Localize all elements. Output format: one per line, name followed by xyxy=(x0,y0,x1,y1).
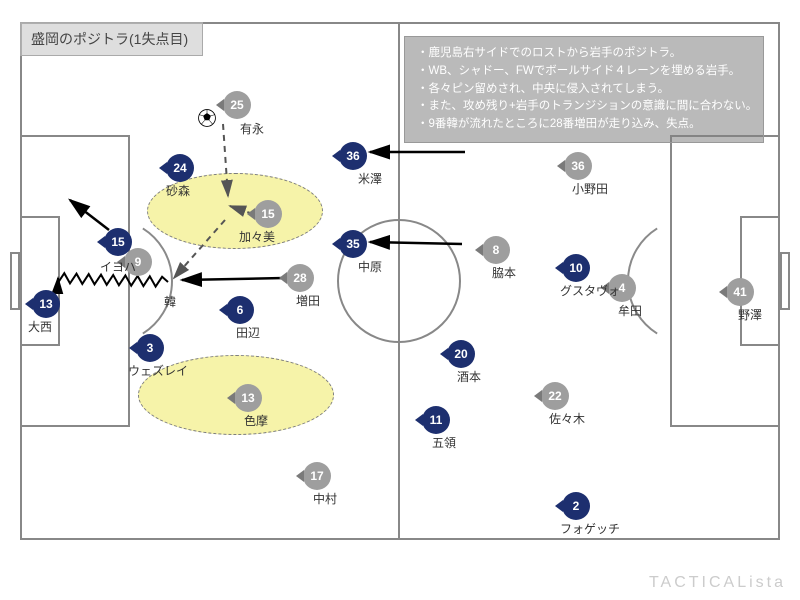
player-label: 脇本 xyxy=(492,264,516,281)
player-label: イヨハ xyxy=(100,258,136,275)
player-label: 有永 xyxy=(240,120,264,137)
player-label: ウェズレイ xyxy=(128,362,188,379)
left-goal xyxy=(10,252,20,310)
player-label: 中原 xyxy=(358,258,382,275)
player-b-41: 41 xyxy=(726,278,754,306)
player-label: 砂森 xyxy=(166,182,190,199)
player-label: 韓 xyxy=(164,293,176,310)
player-b-15: 15 xyxy=(254,200,282,228)
player-b-8: 8 xyxy=(482,236,510,264)
player-label: 野澤 xyxy=(738,306,762,323)
player-a-15: 15 xyxy=(104,228,132,256)
player-label: 五領 xyxy=(432,434,456,451)
player-a-13: 13 xyxy=(32,290,60,318)
player-label: 大西 xyxy=(28,318,52,335)
player-label: 田辺 xyxy=(236,324,260,341)
player-a-11: 11 xyxy=(422,406,450,434)
player-a-10: 10 xyxy=(562,254,590,282)
player-label: 増田 xyxy=(296,292,320,309)
ball-icon xyxy=(198,109,216,127)
watermark: TACTICALista xyxy=(649,574,786,592)
player-label: 小野田 xyxy=(572,180,608,197)
player-a-36: 36 xyxy=(339,142,367,170)
player-a-6: 6 xyxy=(226,296,254,324)
player-a-24: 24 xyxy=(166,154,194,182)
player-a-3: 3 xyxy=(136,334,164,362)
player-b-28: 28 xyxy=(286,264,314,292)
player-a-35: 35 xyxy=(339,230,367,258)
player-label: 色摩 xyxy=(244,412,268,429)
player-b-36: 36 xyxy=(564,152,592,180)
player-b-25: 25 xyxy=(223,91,251,119)
player-label: 中村 xyxy=(313,490,337,507)
diagram-title: 盛岡のポジトラ(1失点目) xyxy=(20,22,203,56)
player-b-17: 17 xyxy=(303,462,331,490)
player-b-13: 13 xyxy=(234,384,262,412)
tactical-notes: ・鹿児島右サイドでのロストから岩手のポジトラ。 ・WB、シャドー、FWでボールサ… xyxy=(404,36,764,143)
player-a-2: 2 xyxy=(562,492,590,520)
right-goal xyxy=(780,252,790,310)
player-label: 米澤 xyxy=(358,170,382,187)
player-label: 佐々木 xyxy=(549,410,585,427)
player-label: フォゲッチ xyxy=(560,520,620,537)
player-label: 牟田 xyxy=(618,302,642,319)
player-b-22: 22 xyxy=(541,382,569,410)
player-a-20: 20 xyxy=(447,340,475,368)
player-label: 加々美 xyxy=(239,228,275,245)
player-label: グスタヴォ xyxy=(560,282,620,299)
player-label: 酒本 xyxy=(457,368,481,385)
